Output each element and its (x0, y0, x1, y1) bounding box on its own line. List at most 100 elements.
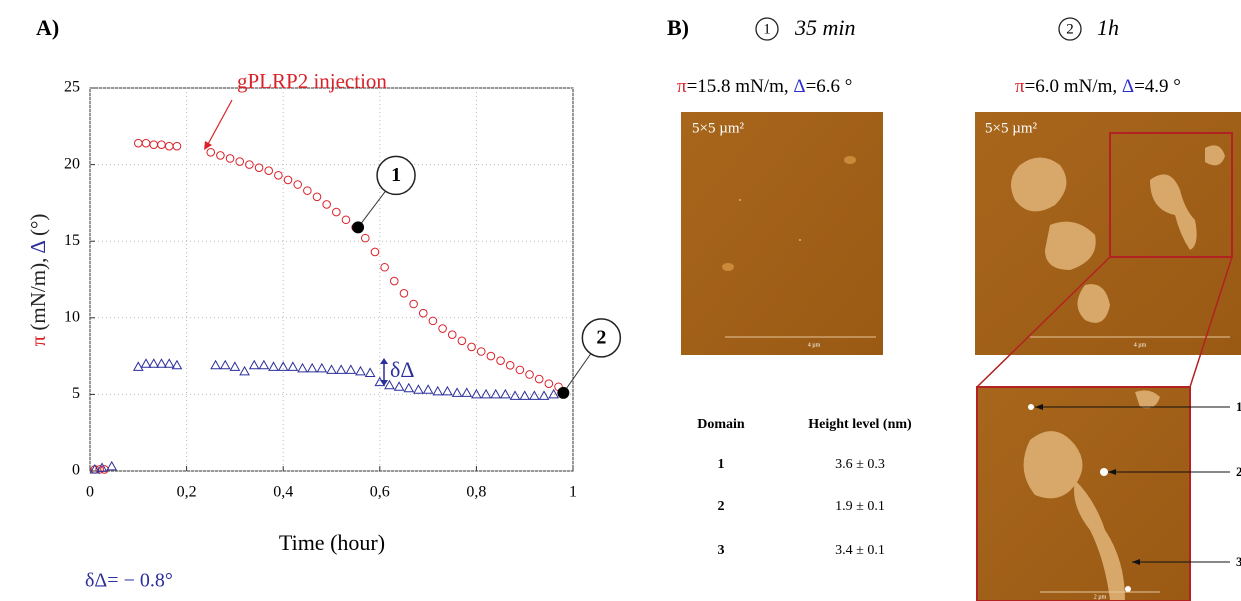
circle-point (544, 379, 554, 388)
circle-point (303, 186, 312, 195)
triangle-point (89, 463, 101, 474)
circle-point (515, 365, 525, 375)
triangle-point (519, 390, 531, 400)
circle-point (341, 215, 351, 225)
zoom-line (1189, 256, 1233, 388)
delta-note: δΔ= − 0.8° (85, 570, 173, 592)
triangle-point (297, 362, 308, 373)
callout-line (562, 352, 592, 394)
zoom-line (976, 256, 1111, 388)
cond-part: =6.0 mN/m, (1025, 76, 1122, 97)
y-tick-label: 20 (64, 155, 80, 172)
cond-part: =6.6 ° (806, 76, 853, 97)
circle-point (235, 157, 245, 166)
afm-image (975, 112, 1241, 355)
triangle-point (163, 358, 175, 368)
arrow-head (380, 358, 388, 386)
triangle-point (500, 388, 511, 399)
triangle-point (277, 361, 289, 371)
circle-point (225, 154, 235, 163)
y-tick-label: 10 (64, 308, 80, 325)
x-tick-label: 0,6 (370, 484, 390, 501)
triangle-point (490, 388, 502, 399)
triangle-point (156, 358, 167, 368)
number-circle (755, 17, 779, 41)
cond-part: =15.8 mN/m, (687, 76, 794, 97)
circle-point (149, 140, 159, 149)
triangle-point (132, 361, 144, 371)
circle-point (389, 276, 399, 286)
plot-area (89, 87, 574, 474)
y-label-part: π (26, 335, 50, 346)
x-axis-label: Time (hour) (279, 530, 385, 555)
callout-line (357, 190, 387, 228)
y-tick-label: 5 (72, 385, 80, 402)
scale-label: 4 µm (1134, 342, 1147, 348)
circle-point (534, 374, 544, 384)
triangle-point (171, 359, 183, 370)
x-tick-label: 0 (86, 484, 94, 501)
circle-point (283, 175, 293, 185)
circle-point (274, 171, 283, 180)
cond-part: π (1015, 76, 1025, 97)
circle-point (457, 336, 467, 346)
callout-label: 1 (391, 164, 401, 186)
x-tick-label: 0,2 (177, 484, 197, 501)
x-tick-label: 1 (569, 484, 577, 501)
triangle-point (422, 384, 434, 394)
triangle-point (287, 361, 299, 371)
zoom-marker: 1 (1236, 399, 1241, 414)
table-cell: 1 (718, 457, 725, 472)
circle-point (505, 360, 515, 370)
cond-part: =4.9 ° (1134, 76, 1181, 97)
conditions: π=6.0 mN/m, Δ=4.9 ° (1015, 76, 1181, 97)
circle-point (409, 299, 418, 309)
circle-point (157, 140, 166, 149)
callout-circle (376, 155, 416, 196)
column-time: 1h (1097, 15, 1119, 40)
circle-point (254, 163, 264, 172)
afm-image (681, 112, 915, 355)
circle-point (418, 308, 428, 318)
circle-point (525, 370, 534, 379)
cond-part: Δ (1122, 76, 1134, 97)
triangle-point (461, 387, 473, 397)
arrow-head (204, 141, 212, 150)
triangle-point (326, 364, 337, 374)
triangle-point (451, 387, 463, 397)
circle-point (245, 160, 254, 169)
x-tick-label: 0,8 (466, 484, 486, 501)
triangle-point (355, 365, 366, 376)
circle-point (467, 342, 476, 352)
circle-point (164, 141, 174, 151)
triangle-point (335, 364, 347, 374)
number-circle (1058, 17, 1082, 41)
column-time: 35 min (794, 15, 856, 40)
circle-point (312, 192, 322, 202)
triangle-point (219, 359, 231, 370)
circle-point (206, 148, 216, 157)
x-tick-label: 0,4 (273, 484, 293, 501)
triangle-point (268, 361, 279, 371)
table-cell: 1.9 ± 0.1 (835, 499, 885, 514)
annotation-arrow (206, 99, 233, 147)
afm-zoom (976, 386, 1191, 601)
table: Domain Height level (nm) 1 3.6 ± 0.3 2 1… (697, 417, 912, 558)
key-point (557, 386, 570, 399)
circle-point (476, 347, 486, 356)
circle-point (399, 288, 409, 298)
triangle-point (140, 358, 152, 368)
circle-point (293, 180, 302, 189)
circle-point (134, 138, 143, 148)
delta-annotation: δΔ (390, 357, 415, 382)
triangle-point (384, 379, 395, 390)
scale-label: 4 µm (808, 342, 821, 348)
zoom-marker: 2 (1236, 464, 1241, 479)
circle-point (486, 351, 496, 361)
circle-point (141, 138, 151, 148)
circle-point (496, 356, 505, 365)
triangle-point (248, 359, 260, 370)
column-number: 2 (1066, 21, 1074, 37)
triangle-point (345, 364, 357, 374)
plot-frame (89, 87, 574, 472)
